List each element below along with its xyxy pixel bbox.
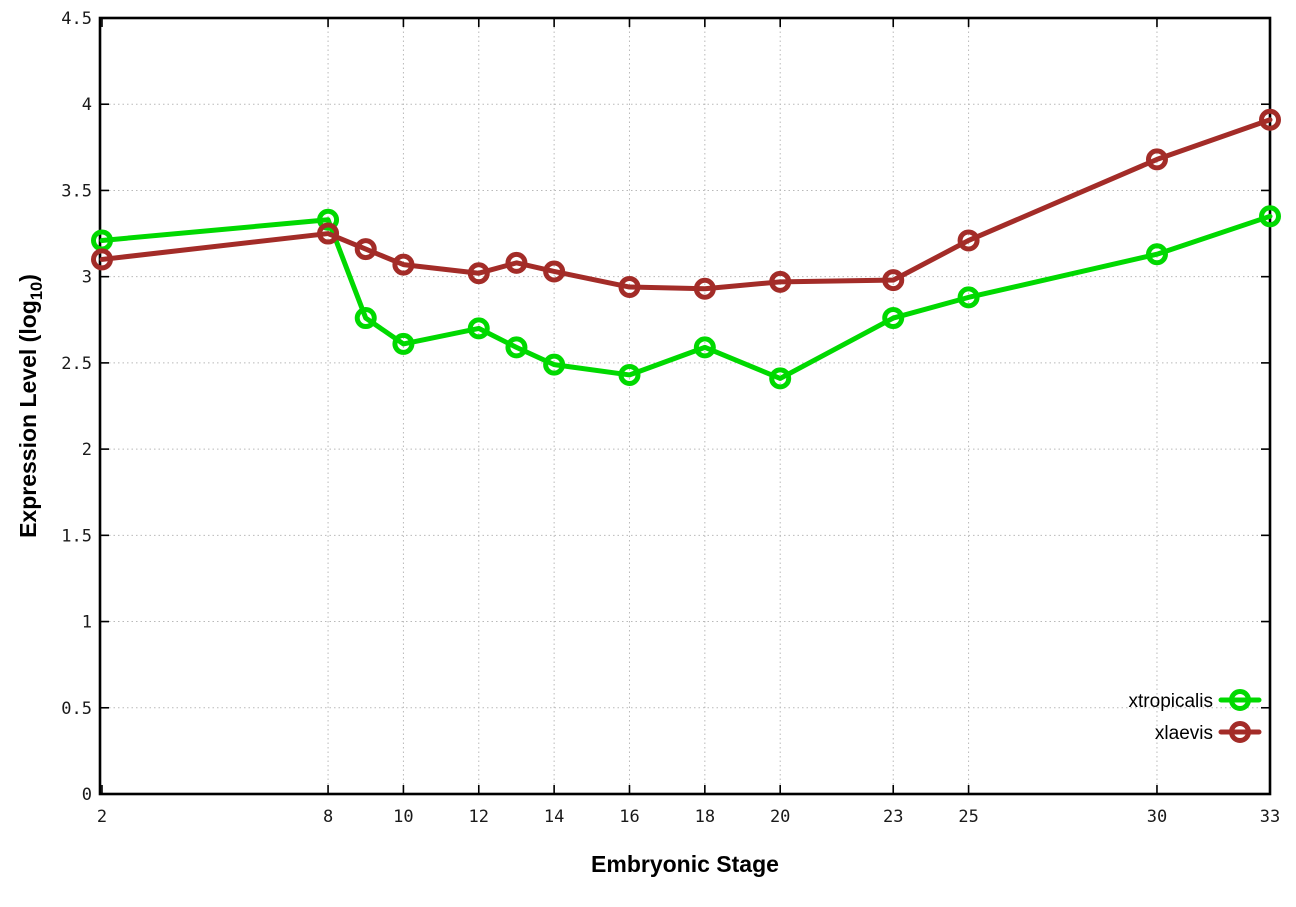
- x-tick-label: 18: [695, 807, 715, 827]
- y-axis-label-text: Expression Level (log: [15, 300, 42, 538]
- series-point-xtropicalis: [543, 353, 566, 376]
- series-point-xlaevis: [1145, 148, 1168, 171]
- legend-marker-xtropicalis: [1229, 689, 1251, 711]
- x-axis-label: Embryonic Stage: [591, 851, 779, 877]
- series-point-xlaevis: [543, 260, 566, 283]
- series-point-xlaevis: [392, 253, 415, 276]
- x-tick-label: 20: [770, 807, 790, 827]
- x-tick-label: 30: [1147, 807, 1167, 827]
- y-tick-label: 0.5: [61, 699, 92, 719]
- series-point-xtropicalis: [882, 307, 905, 330]
- series-point-xlaevis: [882, 269, 905, 292]
- series-point-xtropicalis: [693, 336, 716, 359]
- series-point-xtropicalis: [392, 332, 415, 355]
- series-point-xtropicalis: [317, 208, 340, 231]
- series-point-xtropicalis: [354, 307, 377, 330]
- x-tick-label: 2: [97, 807, 107, 827]
- y-tick-label: 1: [82, 613, 92, 633]
- series-point-xtropicalis: [769, 367, 792, 390]
- series-point-xtropicalis: [467, 317, 490, 340]
- x-tick-label: 33: [1260, 807, 1280, 827]
- plot-border: [98, 16, 1272, 796]
- series-point-xtropicalis: [505, 336, 528, 359]
- y-tick-label: 4: [82, 95, 92, 115]
- series-point-xlaevis: [91, 248, 113, 271]
- y-axis-label: Expression Level (log10): [15, 274, 47, 538]
- y-tick-label: 4.5: [61, 9, 92, 29]
- y-tick-label: 3: [82, 268, 92, 288]
- series-point-xlaevis: [1259, 108, 1281, 131]
- y-tick-label: 2: [82, 440, 92, 460]
- x-tick-label: 8: [323, 807, 333, 827]
- y-tick-label: 3.5: [61, 181, 92, 201]
- y-tick-label: 1.5: [61, 526, 92, 546]
- y-axis-label-close: ): [15, 274, 42, 282]
- x-tick-label: 12: [469, 807, 489, 827]
- series-point-xtropicalis: [1259, 205, 1281, 228]
- x-tick-label: 25: [958, 807, 978, 827]
- y-tick-label: 2.5: [61, 354, 92, 374]
- legend-label-xtropicalis: xtropicalis: [1129, 691, 1213, 712]
- x-tick-label: 14: [544, 807, 564, 827]
- series-point-xtropicalis: [957, 286, 980, 309]
- legend-marker-xlaevis: [1229, 721, 1251, 743]
- series-point-xlaevis: [354, 238, 377, 261]
- x-tick-label: 16: [619, 807, 639, 827]
- series-point-xlaevis: [957, 229, 980, 252]
- y-tick-label: 0: [82, 785, 92, 805]
- series-point-xlaevis: [467, 262, 490, 285]
- series-point-xlaevis: [693, 277, 716, 300]
- series-line-xlaevis: [99, 117, 1273, 292]
- x-tick-label: 10: [393, 807, 413, 827]
- series-point-xtropicalis: [1145, 243, 1168, 266]
- series-point-xtropicalis: [618, 363, 641, 386]
- series-point-xlaevis: [317, 222, 340, 245]
- series-point-xlaevis: [618, 276, 641, 299]
- x-tick-label: 23: [883, 807, 903, 827]
- series-point-xlaevis: [769, 270, 792, 293]
- series-point-xlaevis: [505, 251, 528, 274]
- y-axis-label-subscript: 10: [26, 281, 46, 301]
- legend-label-xlaevis: xlaevis: [1155, 723, 1213, 744]
